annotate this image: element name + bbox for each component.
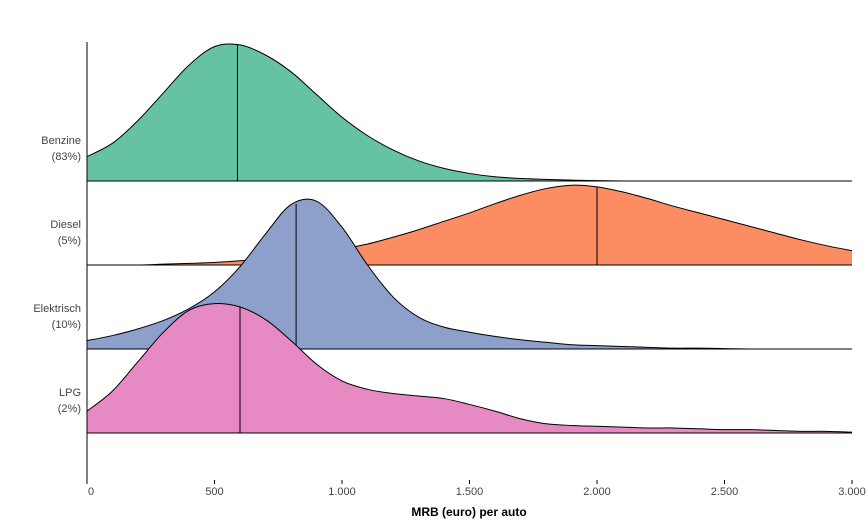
ridge-share-label: (83%) [52, 151, 81, 163]
ridge-share-label: (2%) [58, 403, 81, 415]
ridge-label: LPG [59, 387, 81, 399]
ridge-share-label: (10%) [52, 319, 81, 331]
x-tick-label: 1.500 [456, 486, 484, 498]
ridge-area [87, 185, 852, 265]
ridge-area [87, 199, 852, 349]
ridge-label: Benzine [41, 135, 81, 147]
ridge-area [87, 43, 852, 181]
ridge-label: Diesel [50, 219, 81, 231]
x-tick-label: 0 [88, 486, 94, 498]
ridge-label: Elektrisch [33, 303, 81, 315]
x-tick-label: 500 [205, 486, 223, 498]
x-tick-label: 2.500 [711, 486, 739, 498]
ridge-outline [86, 303, 853, 433]
x-tick-label: 3.000 [838, 486, 866, 498]
x-tick-label: 1.000 [328, 486, 356, 498]
ridge-share-label: (5%) [58, 235, 81, 247]
ridge-area [87, 303, 852, 433]
ridge-outline [86, 184, 853, 266]
x-axis-title: MRB (euro) per auto [411, 505, 526, 519]
x-tick-label: 2.000 [583, 486, 611, 498]
